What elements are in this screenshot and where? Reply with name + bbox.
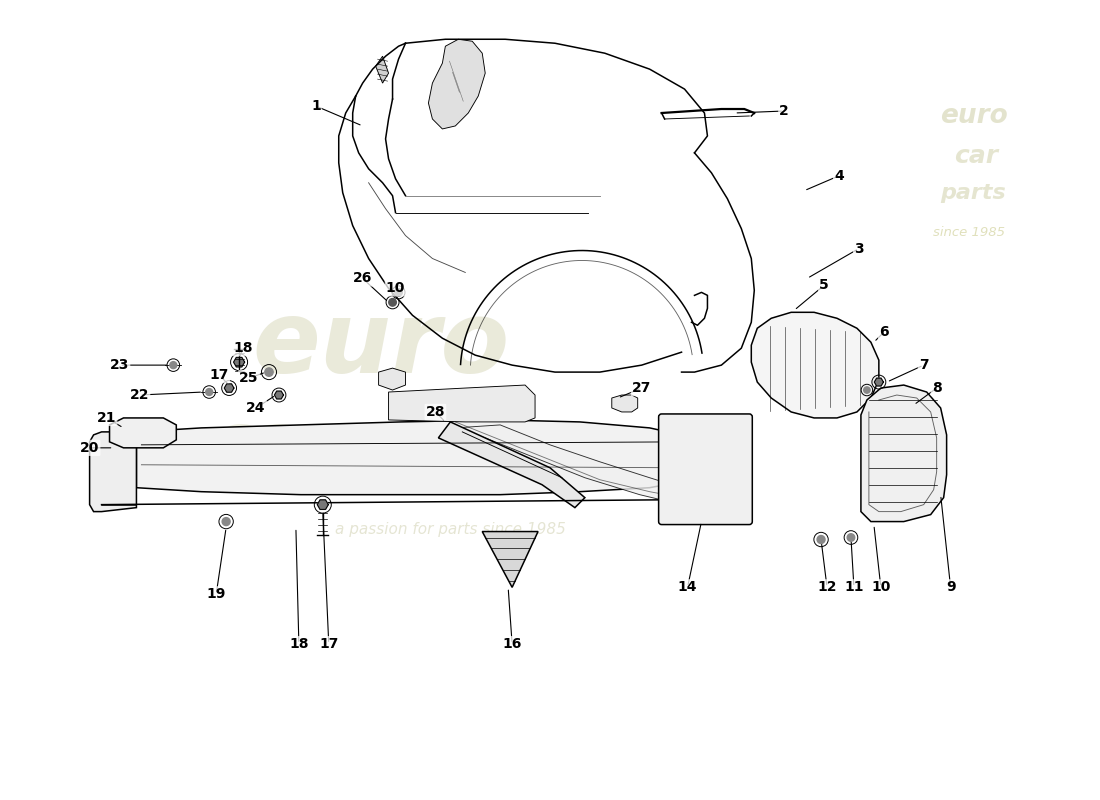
Text: 25: 25 [240, 371, 258, 385]
Text: 5: 5 [820, 278, 829, 292]
Polygon shape [233, 358, 244, 367]
Polygon shape [375, 56, 388, 83]
Text: 10: 10 [871, 580, 891, 594]
Circle shape [206, 389, 212, 395]
Text: 20: 20 [80, 441, 99, 455]
Polygon shape [751, 312, 879, 418]
Text: 12: 12 [817, 580, 837, 594]
Circle shape [864, 387, 870, 394]
Text: 18: 18 [289, 637, 309, 651]
Polygon shape [110, 418, 176, 448]
Polygon shape [388, 385, 535, 422]
Text: 11: 11 [844, 580, 864, 594]
Text: 2: 2 [779, 104, 789, 118]
Circle shape [388, 298, 396, 306]
Text: a passion for parts since 1985: a passion for parts since 1985 [334, 522, 565, 537]
Polygon shape [482, 531, 538, 587]
Text: 18: 18 [233, 341, 253, 355]
Polygon shape [89, 432, 136, 512]
Text: 26: 26 [353, 271, 372, 286]
FancyBboxPatch shape [659, 414, 752, 525]
Text: 28: 28 [426, 405, 446, 419]
Text: 17: 17 [319, 637, 339, 651]
Text: 7: 7 [918, 358, 928, 372]
Text: 6: 6 [879, 326, 889, 339]
Circle shape [169, 362, 177, 369]
Text: car: car [955, 144, 999, 168]
Polygon shape [378, 368, 406, 390]
Text: 22: 22 [130, 388, 150, 402]
Polygon shape [861, 385, 947, 522]
Text: parts: parts [940, 182, 1006, 202]
Text: 27: 27 [632, 381, 651, 395]
Text: 14: 14 [678, 580, 697, 594]
Text: since 1985: since 1985 [933, 226, 1004, 239]
Text: 24: 24 [246, 401, 266, 415]
Text: euro: euro [252, 297, 509, 394]
Circle shape [395, 289, 403, 296]
Text: 23: 23 [110, 358, 129, 372]
Polygon shape [428, 39, 485, 129]
Polygon shape [874, 378, 883, 386]
Text: 1: 1 [311, 99, 321, 113]
Text: carparts: carparts [210, 410, 551, 479]
Text: 10: 10 [386, 282, 405, 295]
Polygon shape [317, 500, 328, 510]
Text: euro: euro [939, 103, 1008, 129]
Polygon shape [439, 422, 585, 508]
Text: 21: 21 [97, 411, 117, 425]
Circle shape [817, 535, 825, 543]
Polygon shape [224, 384, 234, 392]
Text: 16: 16 [503, 637, 521, 651]
Circle shape [847, 534, 855, 542]
Polygon shape [275, 391, 284, 399]
Text: 8: 8 [932, 381, 942, 395]
Text: 17: 17 [209, 368, 229, 382]
Text: 3: 3 [854, 242, 864, 255]
Circle shape [222, 518, 230, 526]
Polygon shape [455, 425, 682, 505]
Polygon shape [612, 395, 638, 412]
Text: 9: 9 [946, 580, 956, 594]
Text: 4: 4 [834, 169, 844, 182]
Polygon shape [136, 420, 682, 494]
Circle shape [265, 368, 273, 376]
Text: 19: 19 [207, 587, 226, 602]
